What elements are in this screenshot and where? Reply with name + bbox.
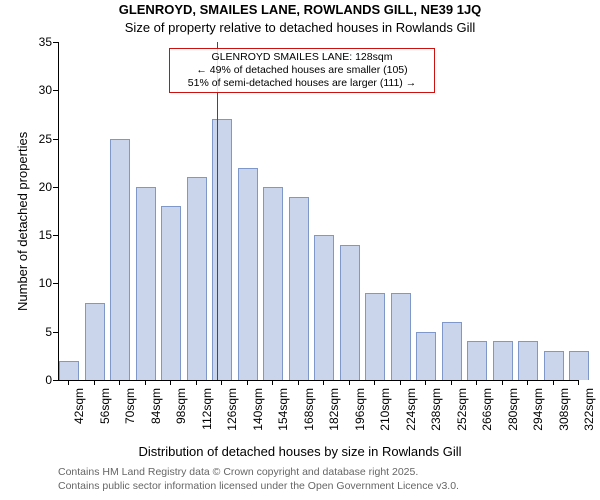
y-tick-mark xyxy=(53,332,58,333)
x-tick-mark xyxy=(145,380,146,385)
x-tick-mark xyxy=(451,380,452,385)
histogram-bar xyxy=(493,341,513,380)
x-tick-mark xyxy=(400,380,401,385)
x-tick-label: 252sqm xyxy=(455,388,469,448)
y-tick-mark xyxy=(53,42,58,43)
histogram-bar xyxy=(161,206,181,380)
x-tick-mark xyxy=(425,380,426,385)
x-tick-label: 280sqm xyxy=(506,388,520,448)
histogram-bar xyxy=(110,139,130,380)
histogram-bar xyxy=(212,119,232,380)
x-tick-label: 140sqm xyxy=(251,388,265,448)
y-tick-label: 25 xyxy=(22,132,52,146)
y-tick-mark xyxy=(53,235,58,236)
annotation-box: GLENROYD SMAILES LANE: 128sqm ← 49% of d… xyxy=(169,48,435,93)
histogram-bar xyxy=(544,351,564,380)
histogram-bar xyxy=(85,303,105,380)
x-tick-label: 182sqm xyxy=(327,388,341,448)
histogram-bar xyxy=(569,351,589,380)
histogram-bar xyxy=(187,177,207,380)
x-tick-mark xyxy=(502,380,503,385)
annotation-line: 51% of semi-detached houses are larger (… xyxy=(174,77,430,90)
x-tick-label: 70sqm xyxy=(123,388,137,448)
x-tick-label: 168sqm xyxy=(302,388,316,448)
x-tick-label: 210sqm xyxy=(378,388,392,448)
x-tick-mark xyxy=(298,380,299,385)
x-tick-label: 322sqm xyxy=(582,388,596,448)
x-tick-mark xyxy=(527,380,528,385)
x-tick-label: 126sqm xyxy=(225,388,239,448)
footer-line1: Contains HM Land Registry data © Crown c… xyxy=(58,466,418,478)
y-tick-mark xyxy=(53,283,58,284)
y-tick-label: 20 xyxy=(22,180,52,194)
histogram-bar xyxy=(391,293,411,380)
x-tick-mark xyxy=(119,380,120,385)
histogram-bar xyxy=(136,187,156,380)
x-tick-mark xyxy=(578,380,579,385)
histogram-bar xyxy=(365,293,385,380)
plot-area: GLENROYD SMAILES LANE: 128sqm ← 49% of d… xyxy=(58,42,579,381)
x-tick-mark xyxy=(170,380,171,385)
histogram-bar xyxy=(314,235,334,380)
annotation-line: ← 49% of detached houses are smaller (10… xyxy=(174,64,430,77)
y-tick-mark xyxy=(53,139,58,140)
annotation-line: GLENROYD SMAILES LANE: 128sqm xyxy=(174,51,430,64)
y-tick-label: 30 xyxy=(22,83,52,97)
x-tick-label: 154sqm xyxy=(276,388,290,448)
x-tick-label: 112sqm xyxy=(200,388,214,448)
y-tick-mark xyxy=(53,380,58,381)
x-tick-mark xyxy=(247,380,248,385)
x-tick-label: 238sqm xyxy=(429,388,443,448)
histogram-bar xyxy=(289,197,309,380)
x-tick-mark xyxy=(221,380,222,385)
histogram-bar xyxy=(518,341,538,380)
x-tick-mark xyxy=(374,380,375,385)
y-tick-label: 15 xyxy=(22,228,52,242)
x-tick-mark xyxy=(476,380,477,385)
x-tick-mark xyxy=(272,380,273,385)
x-tick-label: 224sqm xyxy=(404,388,418,448)
x-tick-mark xyxy=(94,380,95,385)
x-tick-label: 308sqm xyxy=(557,388,571,448)
chart-container: GLENROYD, SMAILES LANE, ROWLANDS GILL, N… xyxy=(0,0,600,500)
chart-title-line2: Size of property relative to detached ho… xyxy=(0,20,600,35)
chart-title-line1: GLENROYD, SMAILES LANE, ROWLANDS GILL, N… xyxy=(0,2,600,17)
footer-line2: Contains public sector information licen… xyxy=(58,480,459,492)
x-tick-label: 294sqm xyxy=(531,388,545,448)
x-tick-mark xyxy=(68,380,69,385)
x-tick-label: 266sqm xyxy=(480,388,494,448)
x-tick-label: 98sqm xyxy=(174,388,188,448)
histogram-bar xyxy=(442,322,462,380)
x-tick-mark xyxy=(349,380,350,385)
x-tick-mark xyxy=(196,380,197,385)
x-tick-mark xyxy=(323,380,324,385)
x-tick-label: 196sqm xyxy=(353,388,367,448)
x-tick-label: 84sqm xyxy=(149,388,163,448)
y-tick-label: 35 xyxy=(22,35,52,49)
x-tick-label: 56sqm xyxy=(98,388,112,448)
histogram-bar xyxy=(340,245,360,380)
y-tick-mark xyxy=(53,187,58,188)
histogram-bar xyxy=(263,187,283,380)
y-tick-label: 10 xyxy=(22,276,52,290)
x-tick-mark xyxy=(553,380,554,385)
histogram-bar xyxy=(416,332,436,380)
y-tick-label: 5 xyxy=(22,325,52,339)
histogram-bar xyxy=(238,168,258,380)
y-tick-label: 0 xyxy=(22,373,52,387)
histogram-bar xyxy=(59,361,79,380)
y-tick-mark xyxy=(53,90,58,91)
x-tick-label: 42sqm xyxy=(72,388,86,448)
histogram-bar xyxy=(467,341,487,380)
